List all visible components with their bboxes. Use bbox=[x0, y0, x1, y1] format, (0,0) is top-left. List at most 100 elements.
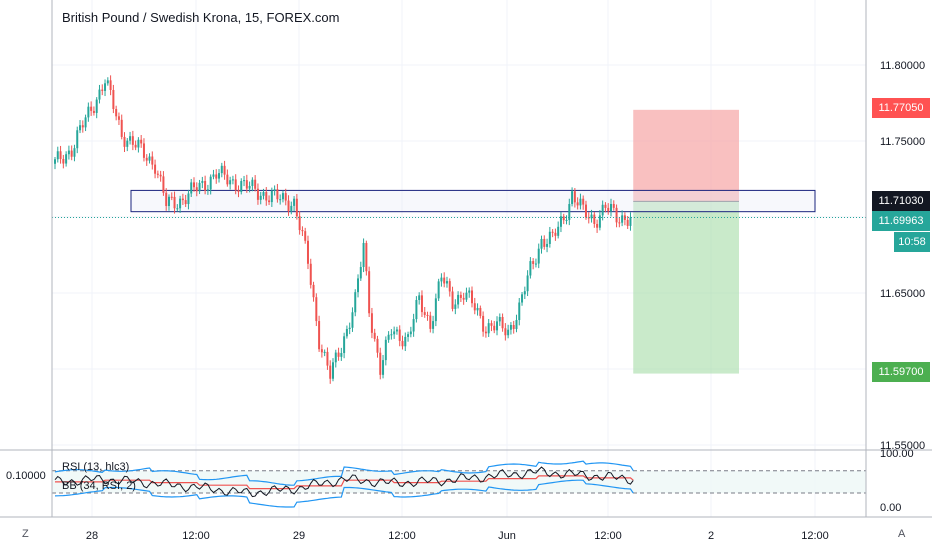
chart-title: British Pound / Swedish Krona, 15, FOREX… bbox=[62, 10, 340, 25]
candle-body bbox=[256, 188, 259, 200]
candle-body bbox=[218, 173, 221, 179]
bb-lower-band bbox=[54, 479, 634, 508]
candle-body bbox=[273, 189, 276, 191]
candle-body bbox=[587, 217, 590, 219]
candle-body bbox=[176, 208, 179, 210]
candle-body bbox=[429, 315, 432, 329]
candle-body bbox=[437, 281, 440, 299]
candle-body bbox=[129, 136, 132, 141]
candle-body bbox=[340, 353, 343, 357]
candle-body bbox=[320, 349, 323, 353]
candle-body bbox=[623, 215, 626, 220]
candle-body bbox=[123, 136, 126, 147]
candle-body bbox=[276, 189, 279, 200]
candle-body bbox=[557, 226, 560, 236]
candle-body bbox=[407, 334, 410, 337]
candle-body bbox=[65, 154, 68, 164]
y-tick-label: 11.65000 bbox=[880, 288, 925, 300]
x-tick-label: Jun bbox=[498, 530, 516, 542]
candle-body bbox=[501, 317, 504, 329]
candle-body bbox=[629, 217, 632, 226]
candle-body bbox=[270, 190, 273, 203]
candle-body bbox=[293, 198, 296, 206]
candle-body bbox=[73, 148, 76, 157]
candle-body bbox=[290, 205, 293, 212]
candle-body bbox=[590, 214, 593, 219]
target-price-badge: 11.59700 bbox=[872, 362, 930, 382]
candle-body bbox=[565, 219, 568, 221]
candle-body bbox=[373, 332, 376, 339]
candle-body bbox=[248, 185, 251, 189]
candle-body bbox=[198, 182, 201, 192]
timezone-button[interactable]: Z bbox=[22, 528, 29, 540]
candle-body bbox=[615, 207, 618, 223]
candle-body bbox=[515, 320, 518, 329]
candle-body bbox=[559, 216, 562, 227]
x-tick-label: 12:00 bbox=[182, 530, 210, 542]
candle-body bbox=[309, 263, 312, 285]
candle-body bbox=[504, 328, 507, 336]
candle-body bbox=[440, 277, 443, 282]
candle-body bbox=[59, 151, 62, 159]
candle-body bbox=[251, 179, 254, 186]
candle-body bbox=[231, 179, 234, 181]
candle-body bbox=[562, 216, 565, 221]
candle-body bbox=[295, 198, 298, 217]
candle-body bbox=[151, 156, 154, 165]
x-tick-label: 2 bbox=[708, 530, 714, 542]
candle-body bbox=[234, 179, 237, 191]
candle-body bbox=[404, 336, 407, 347]
candle-body bbox=[115, 109, 118, 117]
candle-body bbox=[612, 203, 615, 208]
candle-body bbox=[412, 319, 415, 332]
candle-body bbox=[112, 89, 115, 110]
candle-body bbox=[209, 176, 212, 190]
y-tick-label: 11.75000 bbox=[880, 136, 925, 148]
rsi-line bbox=[54, 466, 634, 498]
candle-body bbox=[584, 204, 587, 218]
bb-legend[interactable]: BB (34, RSI, 2) bbox=[62, 480, 136, 492]
candle-body bbox=[90, 106, 93, 111]
resistance-zone-rectangle[interactable] bbox=[130, 189, 816, 213]
candle-body bbox=[401, 340, 404, 347]
candle-body bbox=[393, 331, 396, 335]
candle-body bbox=[376, 338, 379, 353]
candle-body bbox=[95, 99, 98, 113]
candle-body bbox=[387, 334, 390, 340]
candle-body bbox=[54, 159, 56, 164]
short-position-tool[interactable] bbox=[633, 109, 739, 374]
candle-body bbox=[159, 174, 162, 177]
candle-body bbox=[601, 204, 604, 216]
candle-body bbox=[98, 89, 101, 100]
candle-body bbox=[484, 331, 487, 334]
candle-body bbox=[423, 312, 426, 315]
candle-body bbox=[315, 297, 318, 322]
candle-body bbox=[298, 216, 301, 231]
candle-body bbox=[301, 230, 304, 232]
rsi-legend[interactable]: RSI (13, hlc3) bbox=[62, 461, 130, 473]
candle-body bbox=[621, 215, 624, 223]
y-tick-label: 11.80000 bbox=[880, 60, 925, 72]
candle-body bbox=[523, 291, 526, 295]
candle-body bbox=[445, 281, 448, 284]
x-tick-label: 12:00 bbox=[594, 530, 622, 542]
candle-body bbox=[443, 277, 446, 284]
candle-body bbox=[509, 324, 512, 330]
candle-body bbox=[370, 313, 373, 333]
target-zone bbox=[633, 201, 739, 374]
candle-body bbox=[67, 150, 70, 155]
candle-body bbox=[193, 182, 195, 188]
candle-body bbox=[179, 198, 182, 209]
auto-scale-button[interactable]: A bbox=[898, 528, 906, 540]
countdown-badge: 10:58 bbox=[894, 232, 930, 252]
candle-body bbox=[365, 242, 368, 272]
candle-body bbox=[332, 362, 334, 379]
candle-body bbox=[154, 164, 157, 174]
candle-body bbox=[382, 360, 385, 375]
candle-body bbox=[610, 203, 612, 212]
candle-body bbox=[357, 278, 360, 293]
candle-body bbox=[215, 174, 218, 179]
candle-body bbox=[482, 315, 485, 332]
